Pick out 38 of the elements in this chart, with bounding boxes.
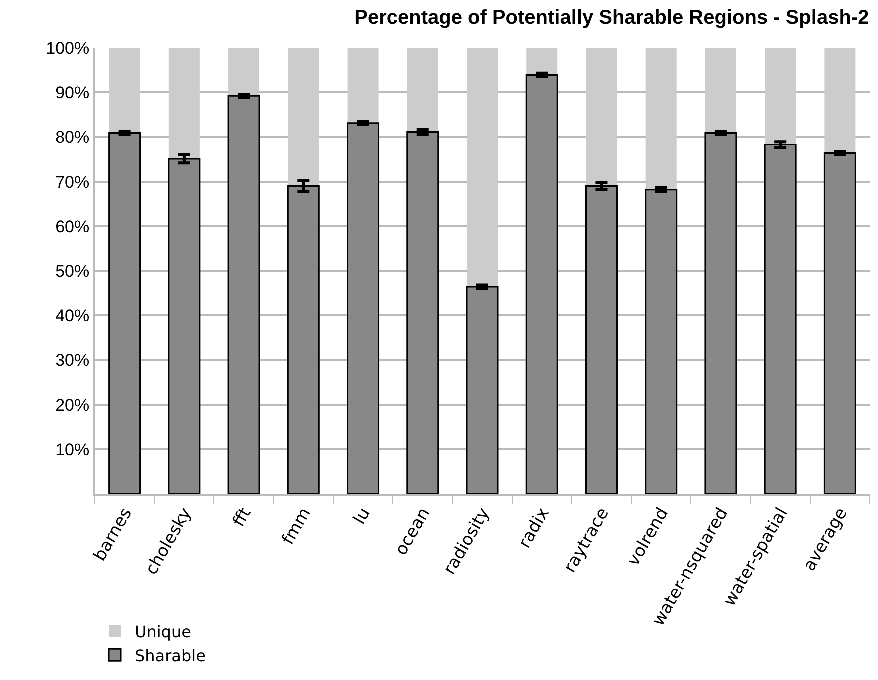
bar <box>228 48 260 96</box>
bar <box>466 286 499 494</box>
bar <box>646 48 677 190</box>
bar <box>765 48 796 145</box>
legend-label: Sharable <box>135 646 206 666</box>
legend-label: Unique <box>135 622 192 642</box>
bar <box>168 48 200 160</box>
bar <box>109 48 140 134</box>
bar <box>704 132 738 494</box>
bar <box>347 122 380 494</box>
bar <box>108 132 142 494</box>
bar <box>406 132 440 494</box>
y-tick-label: 90% <box>56 84 90 103</box>
bar <box>586 48 618 186</box>
y-tick-label: 20% <box>56 396 90 415</box>
bar <box>526 48 558 76</box>
y-tick-label: 100% <box>46 38 90 58</box>
y-tick-label: 40% <box>56 306 90 326</box>
x-tick-label: lu <box>350 504 375 528</box>
bar <box>526 74 558 494</box>
bar <box>228 95 260 494</box>
y-tick-label: 70% <box>56 172 90 192</box>
bar <box>705 48 736 134</box>
bar <box>764 144 797 494</box>
bar <box>407 48 438 132</box>
x-tick-label: fft <box>229 504 256 531</box>
y-tick-label: 50% <box>56 262 90 281</box>
bar <box>824 48 856 154</box>
y-tick-label: 10% <box>56 440 90 460</box>
bar <box>824 152 856 494</box>
chart-title: Percentage of Potentially Sharable Regions - Splash-2 <box>354 7 870 30</box>
bar <box>288 48 320 186</box>
bar <box>645 189 678 494</box>
y-tick-label: 30% <box>56 351 90 370</box>
bar <box>348 48 379 124</box>
y-tick-label: 60% <box>56 217 90 236</box>
bar <box>467 48 498 288</box>
y-tick-label: 80% <box>56 128 90 148</box>
